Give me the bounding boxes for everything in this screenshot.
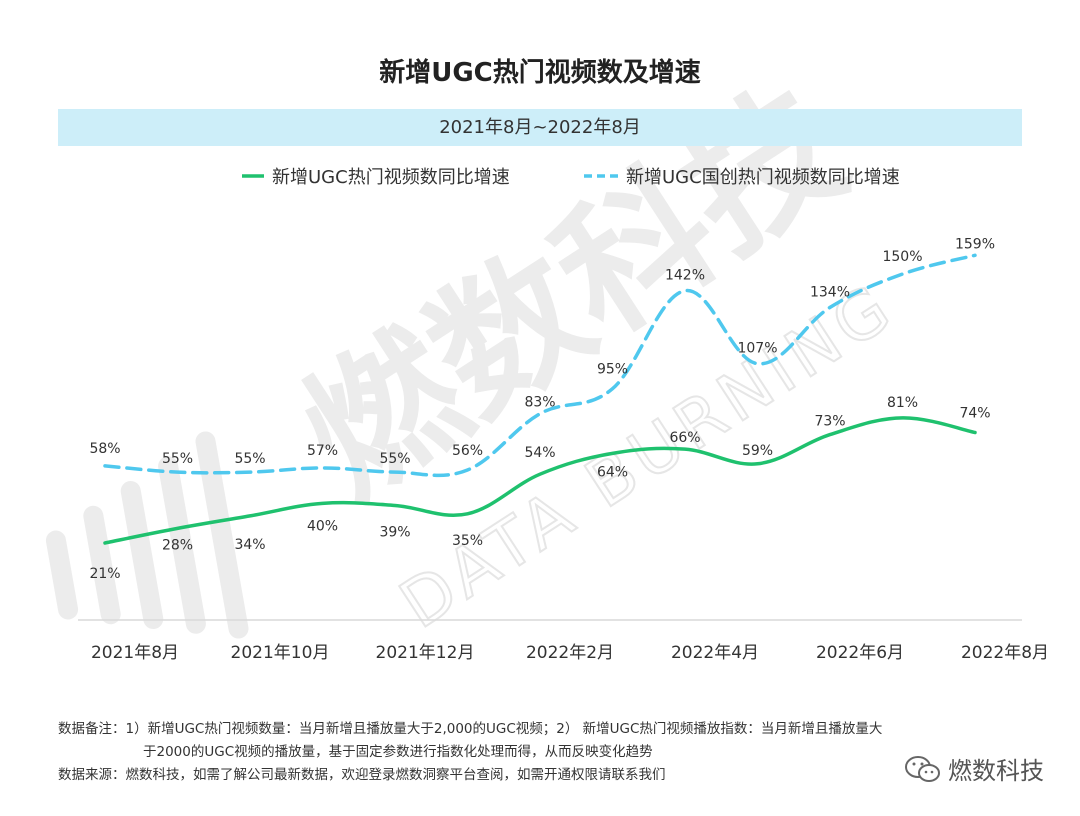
x-tick-label: 2021年10月 — [231, 643, 330, 663]
footnote-line2: 于2000的UGC视频的播放量，基于固定参数进行指数化处理而得，从而反映变化趋势 — [143, 744, 653, 760]
x-tick-layer: 2021年8月 2021年10月 2021年12月 2022年2月 2022年4月 202… — [91, 643, 1049, 663]
series-layer — [103, 253, 977, 545]
data-label-s1-3: 34% — [234, 537, 265, 553]
legend-label-series1: 新增UGC热门视频数同比增速 — [272, 167, 510, 188]
data-label-s2-2: 55% — [162, 451, 193, 467]
data-label-s1-2: 28% — [162, 537, 193, 553]
data-label-s1-10: 59% — [742, 443, 773, 459]
data-label-layer: 21% 28% 34% 40% 39% 35% 54% 64% 66% 59% 73% 81% 74% 5… — [89, 236, 995, 582]
data-label-s1-12: 81% — [887, 395, 918, 411]
x-tick-label: 2022年6月 — [816, 643, 904, 663]
data-label-s1-6: 35% — [452, 533, 483, 549]
x-tick-label: 2021年8月 — [91, 643, 179, 663]
data-label-s1-5: 39% — [379, 524, 410, 540]
data-label-s2-3: 55% — [234, 451, 265, 467]
chart-title: 新增UGC热门视频数及增速 — [379, 58, 701, 88]
footnote-source: 数据来源：燃数科技，如需了解公司最新数据，欢迎登录燃数洞察平台查阅，如需开通权限… — [58, 767, 666, 783]
series-line-1 — [103, 416, 977, 545]
data-label-s1-4: 40% — [307, 518, 338, 534]
x-tick-label: 2022年2月 — [526, 643, 614, 663]
brand-name: 燃数科技 — [948, 757, 1044, 785]
data-label-s2-4: 57% — [307, 443, 338, 459]
data-label-s2-11: 134% — [810, 284, 850, 300]
wechat-icon — [905, 755, 940, 782]
data-label-s1-13: 74% — [959, 405, 990, 421]
data-label-s2-12: 150% — [882, 249, 922, 265]
data-label-s1-1: 21% — [89, 566, 120, 582]
data-label-s1-7: 54% — [524, 445, 555, 461]
data-label-s1-9: 66% — [669, 430, 700, 446]
data-label-s1-8: 64% — [597, 464, 628, 480]
data-label-s2-1: 58% — [89, 441, 120, 457]
data-label-s2-10: 107% — [737, 341, 777, 357]
date-range-text: 2021年8月~2022年8月 — [439, 117, 641, 138]
x-tick-label: 2022年4月 — [671, 643, 759, 663]
brand: 燃数科技 — [904, 751, 1044, 786]
data-label-s2-6: 56% — [452, 443, 483, 459]
legend-label-series2: 新增UGC国创热门视频数同比增速 — [626, 167, 900, 188]
data-label-s2-13: 159% — [955, 236, 995, 252]
x-tick-label: 2021年12月 — [376, 643, 475, 663]
data-label-s2-7: 83% — [524, 395, 555, 411]
legend: 新增UGC热门视频数同比增速 新增UGC国创热门视频数同比增速 — [242, 167, 900, 188]
data-label-s2-9: 142% — [665, 268, 705, 284]
x-tick-label: 2022年8月 — [961, 643, 1049, 663]
date-range-band: 2021年8月~2022年8月 — [58, 109, 1022, 146]
data-label-s2-5: 55% — [379, 451, 410, 467]
data-label-s1-11: 73% — [814, 414, 845, 430]
footnote-line1: 数据备注：1）新增UGC热门视频数量：当月新增且播放量大于2,000的UGC视频… — [58, 721, 883, 737]
data-label-s2-8: 95% — [597, 362, 628, 378]
